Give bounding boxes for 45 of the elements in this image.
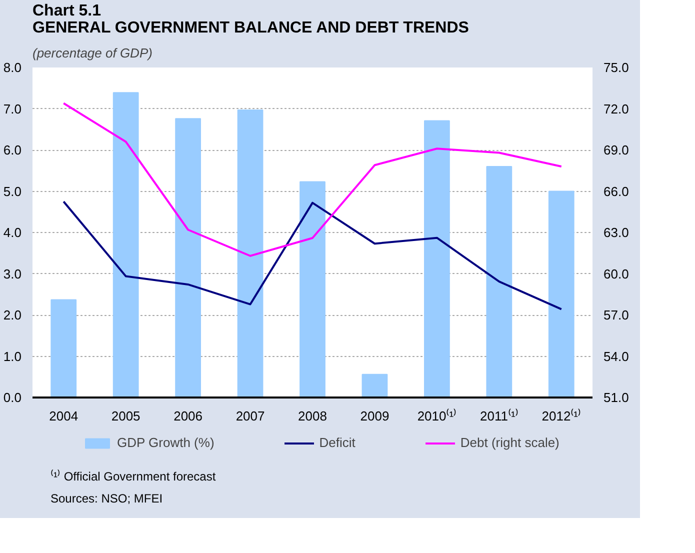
- y2-tick-label: 66.0: [604, 184, 629, 199]
- y-tick-label: 0.0: [3, 390, 22, 405]
- bar: [175, 118, 201, 398]
- line-series: [62, 200, 562, 310]
- y2-tick-label: 51.0: [604, 390, 629, 405]
- bar: [50, 299, 77, 398]
- y-tick-label: 2.0: [3, 308, 22, 322]
- y-tick-label: 7.0: [3, 101, 22, 116]
- bar: [112, 92, 139, 398]
- y2-tick-label: 54.0: [604, 348, 629, 364]
- bar: [486, 166, 512, 398]
- x-tick-label: 2004: [49, 408, 78, 424]
- source-note: Sources: NSO; MFEI: [50, 492, 163, 506]
- text: ⁽¹⁾ Official Government forecast: [50, 470, 216, 484]
- bar: [362, 374, 388, 398]
- x-tick-label: 2005: [111, 408, 140, 424]
- y-tick-label: 8.0: [3, 60, 22, 75]
- y-tick-label: 4.0: [3, 225, 22, 240]
- legend-label: GDP Growth (%): [117, 435, 214, 450]
- y2-tick-label: 60.0: [604, 266, 629, 282]
- y-tick-label: 3.0: [3, 266, 22, 282]
- x-tick-label: 2010⁽¹⁾: [417, 408, 457, 424]
- y2-tick-label: 72.0: [604, 101, 629, 116]
- x-tick-label: 2007: [236, 408, 265, 424]
- bar: [237, 109, 264, 398]
- legend-label: Deficit: [319, 435, 356, 450]
- chart-subtitle: (percentage of GDP): [32, 46, 152, 60]
- line-series: [62, 102, 562, 257]
- y2-tick-label: 69.0: [604, 142, 629, 158]
- x-tick-label: 2008: [298, 408, 327, 424]
- chart-title: Chart 5.1 GENERAL GOVERNMENT BALANCE AND DEBT TRENDS: [32, 2, 470, 36]
- y-tick-label: 5.0: [3, 184, 22, 199]
- x-tick-label: 2011⁽¹⁾: [480, 408, 518, 424]
- bar: [548, 190, 574, 398]
- y2-tick-label: 75.0: [604, 60, 629, 75]
- legend-label: Debt (right scale): [460, 435, 560, 450]
- x-tick-label: 2006: [174, 408, 203, 424]
- x-tick-label: 2012⁽¹⁾: [542, 408, 582, 424]
- bar: [300, 181, 326, 398]
- y-tick-label: 6.0: [3, 142, 22, 158]
- bar: [424, 120, 450, 398]
- y2-tick-label: 57.0: [604, 308, 629, 322]
- y-tick-label: 1.0: [3, 348, 22, 364]
- y2-tick-label: 63.0: [604, 225, 629, 240]
- x-tick-label: 2009: [360, 408, 390, 424]
